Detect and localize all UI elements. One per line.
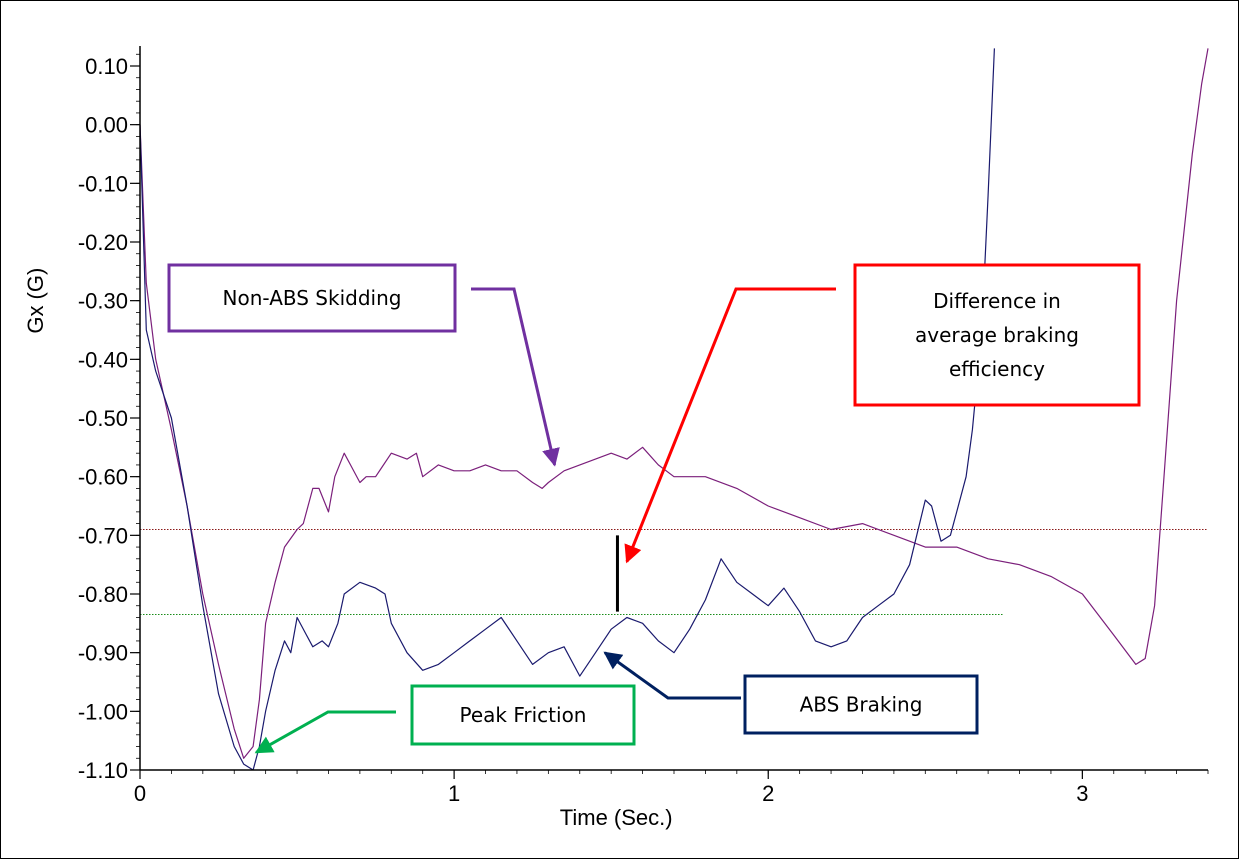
y-tick-label: 0.10 bbox=[85, 54, 128, 79]
y-axis-title: Gx (G) bbox=[23, 268, 48, 334]
y-tick-label: -0.50 bbox=[78, 406, 128, 431]
callout-text-difference: Difference in bbox=[933, 289, 1061, 313]
y-tick-label: -0.70 bbox=[78, 523, 128, 548]
annotations: Non-ABS Skidding Difference in average bra… bbox=[167, 263, 1141, 754]
y-tick-label: -0.60 bbox=[78, 465, 128, 490]
callout-text-difference: efficiency bbox=[949, 357, 1045, 381]
y-tick-label: -0.90 bbox=[78, 641, 128, 666]
callout-text-non_abs: Non-ABS Skidding bbox=[223, 286, 402, 310]
callout-box-abs bbox=[743, 674, 979, 735]
x-axis-title: Time (Sec.) bbox=[560, 805, 673, 830]
series-line-abs bbox=[140, 48, 995, 770]
y-tick-label: -0.80 bbox=[78, 582, 128, 607]
callout-text-abs: ABS Braking bbox=[800, 693, 923, 717]
y-tick-label: -0.10 bbox=[78, 171, 128, 196]
y-tick-label: -0.20 bbox=[78, 230, 128, 255]
callout-box-difference bbox=[853, 263, 1141, 407]
y-tick-label: -1.00 bbox=[78, 699, 128, 724]
x-tick-label: 0 bbox=[134, 781, 146, 806]
y-tick-label: -1.10 bbox=[78, 758, 128, 783]
callout-arrow-non_abs bbox=[471, 287, 560, 467]
callout-box-peak bbox=[410, 684, 636, 746]
y-tick-label: 0.00 bbox=[85, 113, 128, 138]
reference-lines bbox=[140, 528, 1208, 616]
callout-arrow-difference bbox=[624, 287, 836, 564]
x-tick-label: 1 bbox=[448, 781, 460, 806]
x-tick-label: 2 bbox=[762, 781, 774, 806]
y-tick-label: -0.30 bbox=[78, 289, 128, 314]
series-layer bbox=[140, 48, 1209, 770]
series-line-non_abs bbox=[140, 48, 1209, 759]
axes: 0.10 0.00 -0.10 -0.20 -0.30 -0.40 -0.50 -0.60 -0… bbox=[78, 46, 1209, 806]
x-tick-label: 3 bbox=[1076, 781, 1088, 806]
callout-arrow-abs bbox=[603, 651, 741, 700]
callout-arrow-peak bbox=[254, 710, 396, 754]
callout-text-peak: Peak Friction bbox=[460, 703, 587, 727]
callout-text-difference: average braking bbox=[915, 323, 1079, 347]
y-tick-label: -0.40 bbox=[78, 347, 128, 372]
callout-box-non_abs bbox=[167, 263, 457, 333]
